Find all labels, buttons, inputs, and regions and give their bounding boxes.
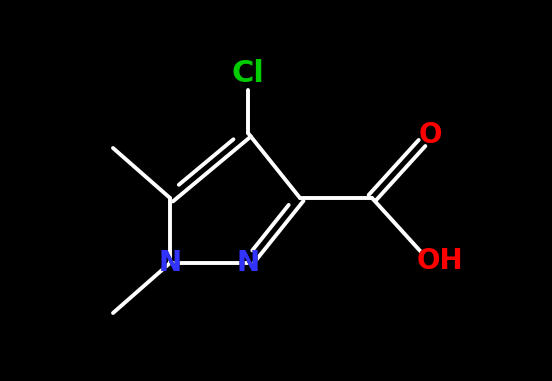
Text: N: N — [236, 249, 259, 277]
Text: O: O — [418, 121, 442, 149]
Text: OH: OH — [417, 247, 463, 275]
Text: N: N — [158, 249, 182, 277]
Text: Cl: Cl — [231, 59, 264, 88]
Text: N: N — [158, 249, 182, 277]
Text: OH: OH — [417, 247, 463, 275]
Text: O: O — [418, 121, 442, 149]
Text: N: N — [236, 249, 259, 277]
